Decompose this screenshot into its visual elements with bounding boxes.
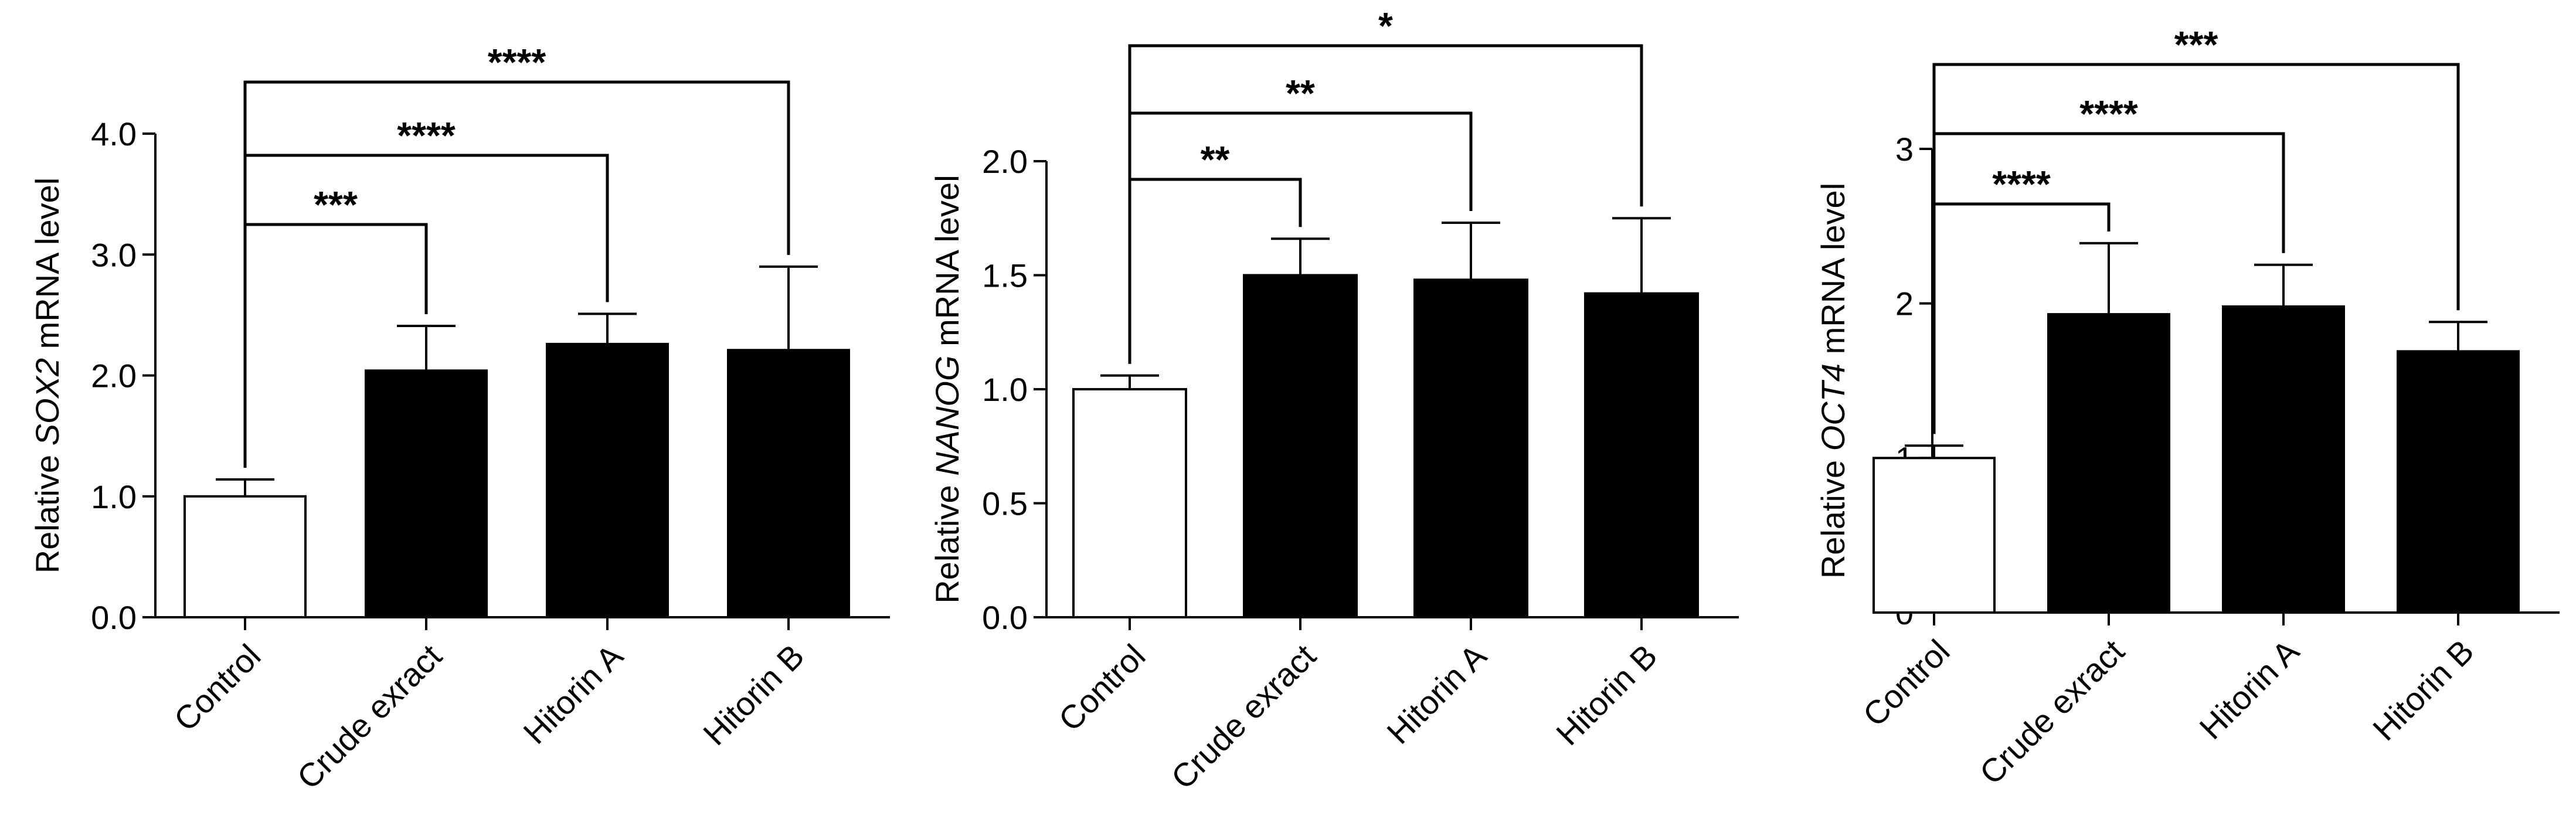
bar [2397,350,2520,614]
significance-label: **** [2079,93,2138,135]
y-axis-label: Relative NANOG mRNA level [929,175,966,603]
chart-2: 0.0 0.5 1.0 1.5 2.0 Relative NANOG mRNA level… [929,5,1739,796]
bar [546,342,669,618]
significance-label: * [1378,5,1393,47]
bar [727,349,850,618]
y-tick-label: 0.5 [982,485,1028,522]
significance-label: **** [488,41,546,83]
category-label: Crude exract [1972,632,2132,792]
y-axis-label-suffix: mRNA level [29,178,66,358]
chart-3: 0123Relative OCT4 mRNA levelControlCrude… [1814,23,2560,791]
significance-label: **** [397,114,456,157]
y-tick-label: 3.0 [91,236,137,273]
significance-bracket [1932,63,2460,434]
bar [1072,388,1187,618]
significance-label: ** [1201,138,1230,181]
y-axis-label-gene: NANOG [929,355,966,475]
y-tick-label: 1.0 [982,371,1028,408]
y-tick-label: 1.5 [982,257,1028,294]
significance-label: *** [314,183,358,226]
category-label: Hitorin A [516,637,630,751]
y-tick-label: 2.0 [982,143,1028,180]
bar [1243,274,1358,618]
y-tick-label: 0.0 [982,599,1028,636]
y-axis-label-prefix: Relative [1814,451,1851,579]
y-axis-label-prefix: Relative [29,445,66,573]
y-tick-label: 2 [1895,285,1914,322]
category-label: Control [1051,637,1152,738]
y-tick-label: 0.0 [91,599,137,636]
y-tick-label: 3 [1895,131,1914,168]
category-label: Hitorin A [1379,637,1494,751]
category-label: Hitorin B [1549,637,1664,752]
y-axis-label-suffix: mRNA level [929,175,966,355]
bar [2222,305,2345,614]
significance-label: *** [2174,23,2218,66]
y-tick-label: 1.0 [91,478,137,515]
category-label: Crude exract [290,637,449,797]
significance-label: ** [1286,72,1315,114]
y-tick-label: 2.0 [91,358,137,395]
y-axis-label-prefix: Relative [929,476,966,604]
significance-label: **** [1992,163,2051,205]
y-axis-label-suffix: mRNA level [1814,183,1851,363]
category-label: Control [1855,632,1956,733]
category-label: Crude exract [1164,637,1323,797]
category-label: Hitorin B [696,637,811,752]
category-label: Hitorin B [2366,632,2480,747]
significance-bracket [1128,44,1643,364]
bar [1872,457,1996,614]
y-tick-label: 4.0 [91,115,137,152]
significance-bracket [243,80,790,468]
category-label: Hitorin A [2192,632,2306,746]
y-axis-label-gene: SOX2 [29,358,66,445]
y-axis-label: Relative OCT4 mRNA level [1814,183,1851,579]
y-axis-label-gene: OCT4 [1814,363,1851,451]
bar [1413,278,1528,618]
chart-1: 0.0 1.0 2.0 3.0 4.0 Relative SOX2 mRNA level C… [29,41,890,796]
bar [365,369,488,618]
bar [2047,313,2170,614]
bar [1584,292,1699,618]
bar [183,495,307,618]
category-label: Control [166,637,267,738]
y-axis-label: Relative SOX2 mRNA level [29,178,66,573]
